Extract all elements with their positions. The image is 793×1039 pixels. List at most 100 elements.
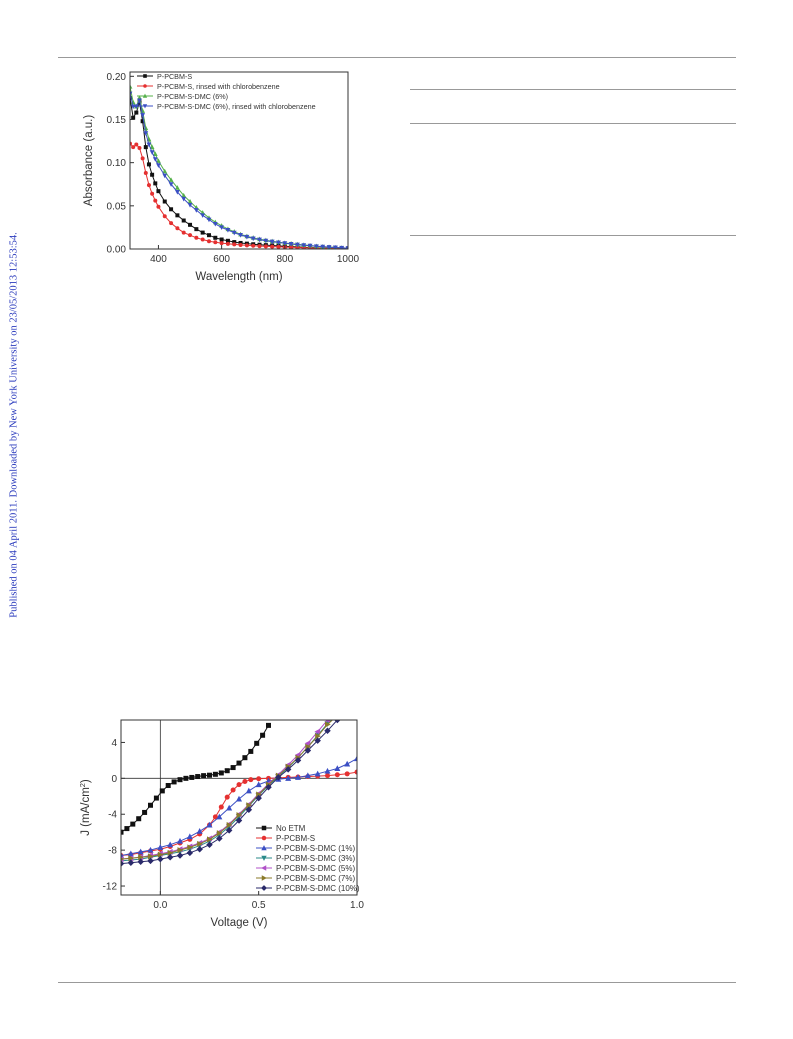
- data-point: [181, 218, 186, 223]
- data-point: [186, 833, 193, 840]
- data-point: [183, 775, 189, 781]
- data-point: [142, 809, 148, 815]
- data-point: [256, 776, 262, 782]
- series-1: [130, 95, 348, 249]
- data-point: [162, 214, 167, 219]
- data-point: [197, 840, 203, 847]
- data-point: [130, 104, 136, 110]
- data-point: [206, 821, 213, 828]
- data-point: [127, 850, 134, 857]
- data-point: [334, 765, 341, 771]
- data-point: [157, 844, 164, 850]
- data-point: [189, 774, 195, 780]
- data-point: [284, 766, 292, 773]
- data-point: [137, 848, 144, 855]
- data-point: [130, 821, 136, 827]
- data-point: [232, 240, 237, 245]
- data-point: [288, 241, 294, 247]
- data-point: [143, 171, 148, 176]
- data-point: [137, 98, 142, 104]
- data-point: [137, 145, 142, 150]
- data-point: [282, 241, 288, 246]
- data-point: [196, 828, 203, 834]
- data-point: [339, 245, 345, 249]
- data-point: [236, 812, 243, 819]
- data-point: [174, 185, 180, 190]
- data-point: [194, 235, 199, 240]
- data-point: [226, 822, 233, 828]
- data-point: [187, 844, 194, 851]
- data-point: [148, 802, 153, 808]
- data-point: [218, 804, 224, 810]
- data-point: [236, 782, 242, 788]
- legend-marker: [261, 825, 267, 831]
- y-axis-label: J (mA/cm2): [78, 779, 93, 836]
- data-point: [301, 243, 307, 248]
- data-point: [324, 767, 331, 774]
- series-line: [130, 97, 348, 249]
- data-point: [150, 191, 155, 196]
- data-point: [314, 244, 319, 249]
- data-point: [334, 713, 340, 719]
- x-tick-label: 800: [276, 254, 293, 265]
- data-point: [150, 172, 155, 177]
- data-point: [153, 795, 159, 801]
- legend-marker: [261, 885, 267, 891]
- plot-frame: [129, 71, 349, 250]
- data-point: [181, 196, 187, 202]
- data-point: [285, 775, 292, 781]
- legend-label: P-PCBM-S, rinsed with chlorobenzene: [157, 82, 280, 91]
- y-tick-label: 4: [111, 738, 117, 749]
- footer-rule: [58, 982, 736, 983]
- data-point: [127, 859, 135, 866]
- data-point: [276, 244, 281, 249]
- data-point: [134, 142, 139, 147]
- data-point: [238, 233, 243, 238]
- data-point: [245, 806, 253, 813]
- legend-label: P-PCBM-S: [157, 72, 192, 81]
- data-point: [171, 779, 177, 785]
- data-point: [307, 243, 313, 249]
- x-tick-label: 400: [150, 254, 167, 265]
- x-tick-label: 0.5: [252, 900, 266, 911]
- data-point: [248, 777, 254, 783]
- data-point: [325, 773, 330, 779]
- plot-area: [121, 713, 357, 867]
- series-line: [130, 143, 348, 249]
- data-point: [201, 773, 207, 779]
- y-tick-label: 0.05: [107, 201, 127, 212]
- x-tick-label: 0.0: [153, 900, 167, 911]
- data-point: [289, 245, 294, 249]
- data-point: [354, 769, 357, 775]
- series-line: [121, 758, 357, 856]
- data-point: [334, 720, 341, 724]
- legend-marker: [261, 875, 267, 881]
- data-point: [235, 817, 243, 824]
- y-tick-label: -8: [108, 846, 117, 857]
- data-point: [315, 733, 321, 740]
- x-tick-label: 1000: [337, 254, 360, 265]
- data-point: [140, 119, 145, 124]
- data-point: [314, 737, 321, 744]
- data-point: [121, 829, 124, 835]
- data-point: [294, 757, 302, 764]
- data-point: [225, 827, 233, 834]
- data-point: [138, 854, 144, 861]
- data-point: [242, 755, 248, 761]
- data-point: [276, 240, 281, 246]
- data-point: [231, 230, 237, 236]
- data-point: [232, 242, 237, 247]
- data-point: [131, 145, 136, 150]
- data-point: [128, 855, 135, 862]
- data-point: [216, 835, 223, 842]
- data-point: [162, 199, 167, 204]
- data-point: [188, 233, 193, 238]
- y-tick-label: 0.20: [107, 72, 127, 83]
- data-point: [200, 230, 205, 235]
- data-point: [212, 814, 218, 820]
- watermark-text: Published on 04 April 2011. Downloaded b…: [8, 232, 20, 618]
- x-axis-label: Voltage (V): [211, 917, 268, 929]
- table-rule-top: [410, 89, 736, 90]
- data-point: [177, 847, 184, 854]
